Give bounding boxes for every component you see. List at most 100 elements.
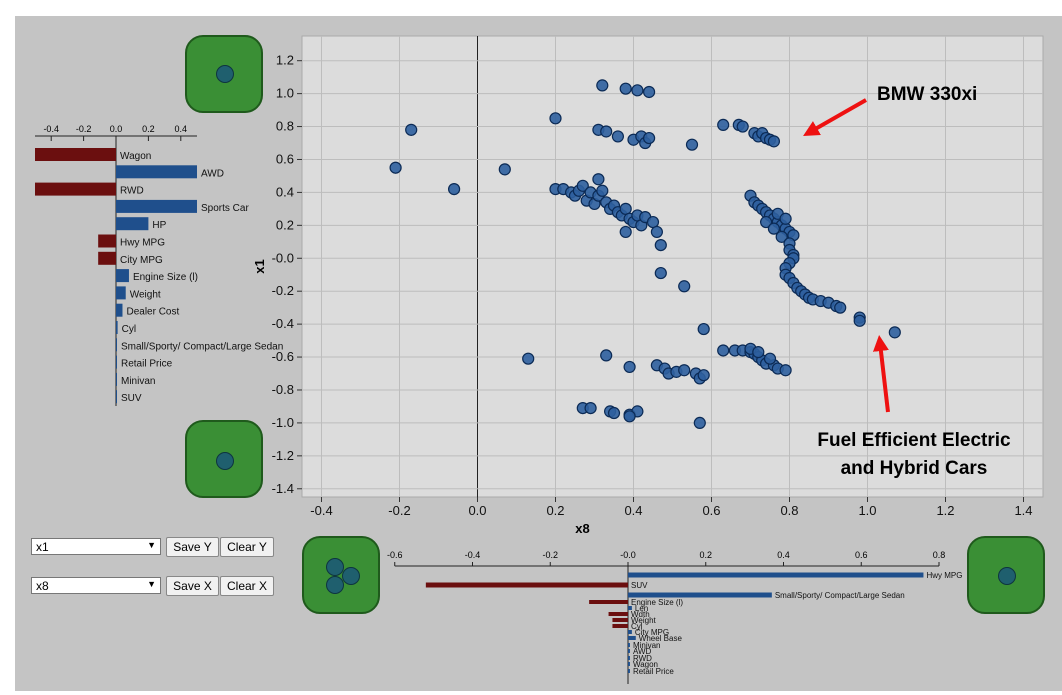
y-pad-top[interactable] bbox=[185, 35, 263, 113]
scatter-point[interactable] bbox=[448, 183, 461, 196]
scatter-point[interactable] bbox=[717, 118, 730, 132]
scatter-point[interactable] bbox=[596, 184, 609, 197]
scatter-point[interactable] bbox=[717, 344, 730, 357]
y-loading-label: Retail Price bbox=[121, 359, 173, 370]
scatter-point[interactable] bbox=[697, 369, 710, 382]
scatter-point[interactable] bbox=[697, 322, 710, 336]
x-loading-bar[interactable] bbox=[628, 662, 630, 666]
scatter-point[interactable] bbox=[779, 364, 792, 377]
x-loading-bar[interactable] bbox=[425, 582, 628, 588]
y-loading-bar[interactable] bbox=[98, 234, 116, 248]
scatter-point[interactable] bbox=[498, 163, 511, 176]
y-loading-label: Wagon bbox=[120, 151, 151, 162]
y-loading-bar[interactable] bbox=[116, 355, 117, 369]
y-variable-select[interactable]: x1 ▼ bbox=[31, 538, 161, 555]
scatter-point[interactable] bbox=[549, 112, 562, 125]
y-loading-bar[interactable] bbox=[116, 286, 126, 300]
scatter-plot[interactable]: -0.4 -0.2 0.0 0.2 0.4 0.6 0.8 1.0 1.2 1.4 1.2 1.0 0.… bbox=[252, 35, 1044, 536]
scatter-point[interactable] bbox=[759, 215, 773, 229]
x-loading-bar[interactable] bbox=[612, 618, 628, 622]
scatter-point[interactable] bbox=[736, 120, 749, 133]
scatter-point[interactable] bbox=[853, 314, 866, 327]
scatter-point[interactable] bbox=[619, 82, 632, 95]
scatter-point[interactable] bbox=[685, 138, 699, 151]
scatter-point[interactable] bbox=[584, 401, 597, 415]
y-loading-bar[interactable] bbox=[116, 303, 123, 317]
y-loading-bar[interactable] bbox=[116, 217, 149, 231]
x-variable-select[interactable]: x8 ▼ bbox=[31, 577, 161, 594]
scatter-point[interactable] bbox=[654, 266, 667, 280]
y-loadings-tick-label: -0.4 bbox=[43, 124, 59, 134]
clear-x-button[interactable]: Clear X bbox=[220, 576, 274, 596]
scatter-point[interactable] bbox=[623, 360, 636, 374]
y-loading-bar[interactable] bbox=[98, 251, 116, 265]
y-loading-bar[interactable] bbox=[116, 372, 117, 386]
clear-y-button[interactable]: Clear Y bbox=[220, 537, 274, 557]
scatter-point[interactable] bbox=[389, 161, 402, 174]
y-loading-bar[interactable] bbox=[116, 165, 197, 179]
pad-handle-icon[interactable] bbox=[326, 558, 344, 576]
x-loading-bar[interactable] bbox=[608, 612, 628, 616]
x-loading-bar[interactable] bbox=[628, 630, 632, 634]
y-tick-label: -0.0 bbox=[272, 250, 294, 265]
y-loading-bar[interactable] bbox=[116, 338, 117, 352]
y-loading-bar[interactable] bbox=[116, 199, 197, 213]
x-loading-bar[interactable] bbox=[612, 624, 628, 628]
scatter-point[interactable] bbox=[576, 179, 589, 192]
x-axis-label: x8 bbox=[575, 521, 589, 536]
x-pad-left[interactable] bbox=[302, 536, 380, 614]
scatter-point[interactable] bbox=[834, 301, 847, 314]
scatter-point[interactable] bbox=[763, 352, 777, 365]
x-loading-bar[interactable] bbox=[589, 600, 628, 604]
y-select-value: x1 bbox=[36, 540, 49, 554]
scatter-point[interactable] bbox=[767, 135, 781, 148]
scatter-point[interactable] bbox=[405, 123, 418, 136]
scatter-point[interactable] bbox=[767, 222, 781, 235]
scatter-point[interactable] bbox=[752, 346, 765, 359]
y-loading-bar[interactable] bbox=[116, 390, 117, 404]
pad-handle-icon[interactable] bbox=[216, 452, 234, 470]
scatter-point[interactable] bbox=[611, 130, 625, 143]
y-loading-bar[interactable] bbox=[116, 269, 129, 283]
x-loading-bar[interactable] bbox=[628, 649, 630, 653]
scatter-point[interactable] bbox=[775, 230, 788, 243]
scatter-point[interactable] bbox=[600, 125, 613, 138]
y-loading-bar[interactable] bbox=[35, 182, 116, 196]
scatter-point[interactable] bbox=[642, 131, 656, 145]
x-loading-bar[interactable] bbox=[628, 606, 632, 610]
x-tick-label: 1.2 bbox=[936, 503, 954, 518]
y-loading-bar[interactable] bbox=[35, 148, 116, 161]
scatter-point[interactable] bbox=[654, 238, 667, 252]
x-loading-bar[interactable] bbox=[628, 636, 636, 640]
scatter-point[interactable] bbox=[619, 225, 632, 239]
x-pad-right[interactable] bbox=[967, 536, 1045, 614]
y-loading-bar[interactable] bbox=[116, 321, 118, 334]
scatter-point[interactable] bbox=[779, 212, 792, 225]
scatter-point[interactable] bbox=[607, 406, 621, 420]
scatter-point[interactable] bbox=[888, 326, 901, 339]
pad-handle-icon[interactable] bbox=[216, 65, 234, 83]
scatter-point[interactable] bbox=[522, 352, 535, 365]
pad-handle-icon[interactable] bbox=[326, 576, 344, 594]
scatter-point[interactable] bbox=[596, 79, 609, 92]
scatter-point[interactable] bbox=[631, 84, 644, 97]
scatter-point[interactable] bbox=[693, 416, 706, 430]
save-x-button[interactable]: Save X bbox=[166, 576, 219, 596]
x-loading-bar[interactable] bbox=[628, 656, 630, 660]
scatter-point[interactable] bbox=[650, 225, 664, 239]
pad-handle-icon[interactable] bbox=[342, 567, 360, 585]
scatter-point[interactable] bbox=[600, 349, 613, 362]
y-pad-bottom[interactable] bbox=[185, 420, 263, 498]
x-loading-bar[interactable] bbox=[628, 592, 772, 598]
scatter-point[interactable] bbox=[642, 85, 656, 99]
scatter-point[interactable] bbox=[678, 280, 691, 293]
scatter-point[interactable] bbox=[678, 364, 691, 377]
save-y-button[interactable]: Save Y bbox=[166, 537, 219, 557]
x-loading-label: City MPG bbox=[635, 628, 669, 637]
pad-handle-icon[interactable] bbox=[998, 567, 1016, 585]
scatter-point[interactable] bbox=[592, 173, 605, 186]
x-loading-bar[interactable] bbox=[628, 572, 924, 578]
x-loading-bar[interactable] bbox=[628, 643, 630, 647]
scatter-point[interactable] bbox=[623, 410, 636, 423]
x-loading-bar[interactable] bbox=[628, 669, 630, 673]
